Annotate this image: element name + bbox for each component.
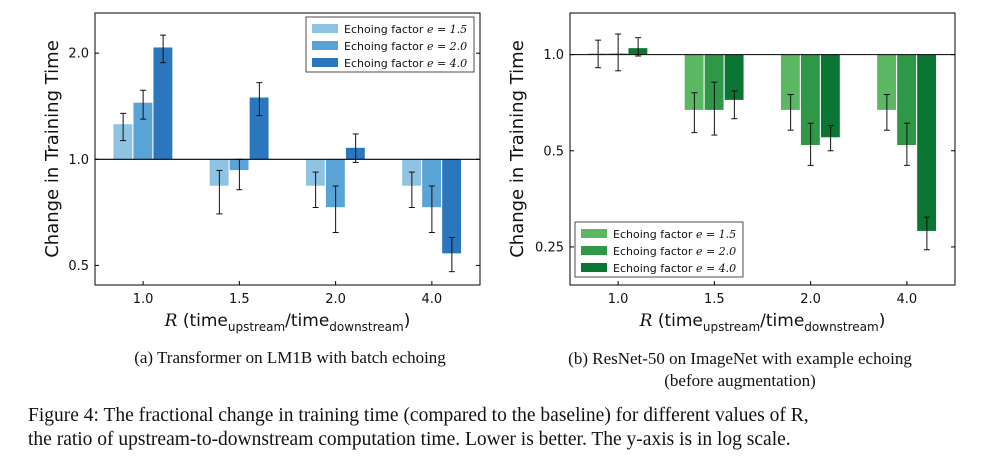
legend-swatch [581,246,607,255]
legend: Echoing factor e = 1.5 Echoing factor e =… [305,16,475,73]
legend-swatch [312,41,338,50]
figure-caption-line1: Figure 4: The fractional change in train… [28,405,809,426]
y-tick-label: 1.0 [68,153,89,168]
legend-swatch [581,263,607,272]
x-axis-label: R (timeupstream/timedownstream) [164,311,411,334]
x-tick-label: 1.5 [704,292,725,307]
x-tick-label: 1.5 [229,292,250,307]
subcaption-b: (b) ResNet-50 on ImageNet with example e… [520,348,960,392]
bar-3-4.0 [916,54,937,232]
subcaption-a: (a) Transformer on LM1B with batch echoi… [134,348,446,367]
y-axis-label: Change in Training Time [507,40,528,258]
x-tick-label: 4.0 [422,292,443,307]
legend-swatch [312,24,338,33]
y-tick-label: 2.0 [68,47,89,62]
chart-transformer-lm1b: 0.5 1.0 2.0 1.0 1.5 2.0 4.0 Change in Training … [42,12,481,334]
y-tick-label: 0.25 [535,240,564,255]
figure-caption: Figure 4: The fractional change in train… [28,404,973,452]
x-tick-label: 1.0 [608,292,629,307]
legend-swatch [312,58,338,67]
subcaption-b-line2: (before augmentation) [664,371,816,390]
legend-entry: Echoing factor e = 4.0 [613,262,736,275]
x-tick-label: 1.0 [133,292,154,307]
legend-swatch [581,229,607,238]
x-tick-label: 2.0 [800,292,821,307]
subcaption-b-line1: (b) ResNet-50 on ImageNet with example e… [568,349,912,368]
legend: Echoing factor e = 1.5 Echoing factor e =… [574,221,744,278]
chart-resnet50-imagenet: 0.25 0.5 1.0 1.0 1.5 2.0 4.0 Change in Training… [507,12,956,334]
legend-entry: Echoing factor e = 2.0 [613,245,736,258]
x-axis-label: R (timeupstream/timedownstream) [639,311,886,334]
legend-entry: Echoing factor e = 2.0 [344,40,467,53]
bar-3-1.0 [152,46,173,160]
y-tick-label: 0.5 [543,144,564,159]
x-tick-label: 2.0 [325,292,346,307]
figure-caption-line2: the ratio of upstream-to-downstream comp… [28,429,791,450]
legend-entry: Echoing factor e = 1.5 [613,228,736,241]
legend-entry: Echoing factor e = 4.0 [344,57,467,70]
y-axis-label: Change in Training Time [42,40,63,258]
x-tick-label: 4.0 [897,292,918,307]
legend-entry: Echoing factor e = 1.5 [344,23,467,36]
y-tick-label: 1.0 [543,48,564,63]
y-tick-label: 0.5 [68,259,89,274]
